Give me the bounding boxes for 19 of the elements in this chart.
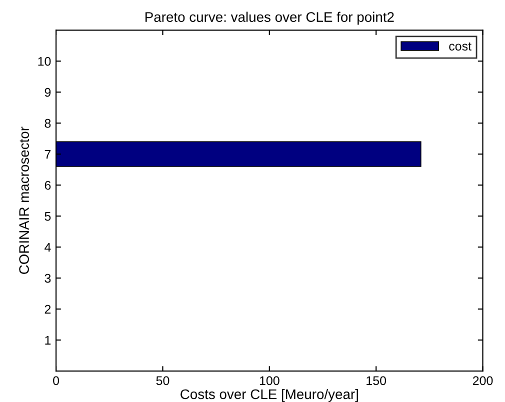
y-tick-label: 10 — [38, 56, 51, 66]
y-tick-label: 7 — [44, 150, 51, 159]
y-tick-label: 2 — [44, 304, 51, 314]
x-tick-label: 50 — [156, 376, 170, 386]
y-tick-label: 1 — [45, 336, 51, 345]
y-tick-label: 5 — [44, 212, 51, 221]
y-tick-label: 9 — [44, 88, 51, 97]
x-axis-title: Costs over CLE [Meuro/year] — [180, 388, 358, 402]
x-tick-label: 100 — [260, 376, 280, 386]
chart-title: Pareto curve: values over CLE for point2 — [146, 12, 394, 25]
y-axis-title: CORINAIR macrosector — [19, 126, 29, 274]
y-tick-label: 6 — [44, 180, 51, 190]
y-tick-label: 3 — [44, 274, 51, 283]
x-tick-label: 200 — [472, 376, 493, 386]
x-tick-label: 150 — [366, 376, 386, 386]
legend-label: cost — [449, 42, 472, 51]
y-tick-label: 4 — [44, 243, 51, 252]
y-tick-label: 8 — [44, 118, 51, 128]
x-tick-label: 0 — [53, 376, 60, 386]
